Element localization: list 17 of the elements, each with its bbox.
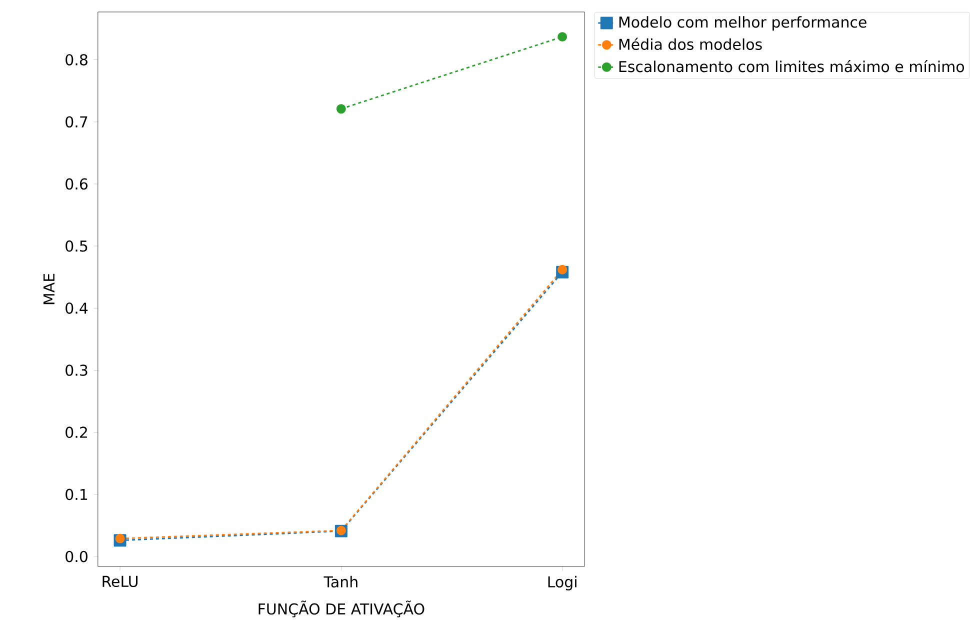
legend-label: Modelo com melhor performance [619,16,866,30]
y-tick-label: 0.8 [66,54,88,66]
y-tick-label: 0.7 [66,116,88,128]
legend-label: Média dos modelos [619,38,762,50]
x-axis-title: FUNÇÃO DE ATIVAÇÃO [258,600,424,618]
y-tick-label: 0.5 [66,240,88,252]
y-tick-label: 0.4 [66,302,88,314]
y-tick-label: 0.2 [66,426,87,438]
y-tick-label: 0.3 [66,364,88,376]
x-tick-label: ReLU [102,576,138,587]
y-axis-title: MAE [44,274,54,304]
y-tick-label: 0.1 [66,488,88,500]
y-tick-label: 0.6 [66,178,88,190]
x-tick-label: Logi [548,576,576,590]
x-tick-label: Tanh [324,576,358,588]
y-tick-label: 0.0 [66,550,88,562]
legend-label: Escalonamento com limites máximo e mínimo [619,60,964,72]
